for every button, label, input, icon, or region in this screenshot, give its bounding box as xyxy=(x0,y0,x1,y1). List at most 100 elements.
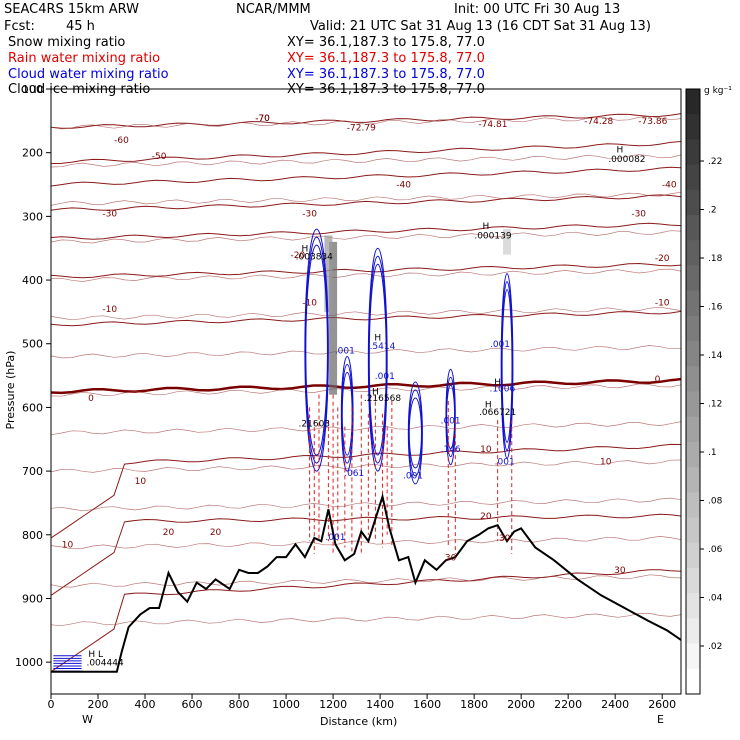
field-snow-name: Snow mixing ratio xyxy=(8,35,125,50)
isotherm-minor xyxy=(51,574,681,588)
contour-annotation: .001 xyxy=(403,472,423,482)
colorbar-tick-label: .18 xyxy=(708,254,723,264)
isotherm-minor xyxy=(51,421,681,436)
y-tick-label: 1000 xyxy=(15,656,43,669)
plot-contents: -70-72.79 -74.81 -74.28 -73.86H.000082H.000… xyxy=(51,113,681,673)
isotherm-label: 20 xyxy=(210,528,222,538)
cloud-water-contour xyxy=(446,384,456,450)
cloud-water-contour xyxy=(341,371,353,456)
isotherm-label: -40 xyxy=(662,181,677,191)
cloud-water-contour xyxy=(501,281,513,451)
x-tick-label: 400 xyxy=(135,698,156,711)
terrain-surface xyxy=(51,492,681,673)
contour-annotation: .001 xyxy=(441,416,461,426)
contour-annotation: .21603 xyxy=(299,420,331,430)
isotherm--50 xyxy=(51,166,681,187)
contour-annotation: .000082 xyxy=(608,155,645,165)
colorbar-tick-label: .1 xyxy=(708,448,717,458)
x-west-label: W xyxy=(82,713,93,726)
isotherm-label: -60 xyxy=(114,136,129,146)
isotherm-minor xyxy=(51,191,681,206)
isotherm--70 xyxy=(51,113,681,129)
isotherm-label: -50 xyxy=(152,152,167,162)
isotherm-minor xyxy=(51,459,681,473)
isotherm--20 xyxy=(51,262,681,279)
colorbar-swatch xyxy=(686,366,700,392)
cloud-water-contour xyxy=(501,289,513,443)
cloud-water-contour xyxy=(500,273,514,459)
cloud-water-contour xyxy=(340,355,354,472)
cloud-water-contour xyxy=(407,381,423,485)
colorbar-tick-label: .06 xyxy=(708,545,723,555)
contour-annotation: H xyxy=(301,244,308,254)
contour-annotation: H xyxy=(482,222,489,232)
contour-annotation: .066721 xyxy=(479,408,516,418)
isotherm-label: 10 xyxy=(135,477,147,487)
contour-annotation: H xyxy=(616,146,623,156)
x-tick-label: 2000 xyxy=(507,698,535,711)
y-tick-label: 100 xyxy=(22,83,43,96)
colorbar-frame xyxy=(685,88,701,695)
y-tick-label: 400 xyxy=(22,274,43,287)
isotherm--40 xyxy=(51,194,681,211)
isotherm-minor xyxy=(51,115,681,130)
colorbar-swatch xyxy=(686,215,700,241)
colorbar-swatch xyxy=(686,240,700,266)
forecast-hours: 45 h xyxy=(66,19,95,34)
snow-shading xyxy=(329,241,338,395)
contour-annotation: H xyxy=(485,400,492,410)
cloud-water-contour xyxy=(368,255,388,464)
x-tick-label: 1600 xyxy=(413,698,441,711)
isotherm-minor xyxy=(51,230,681,244)
y-tick-label: 700 xyxy=(22,465,43,478)
contour-annotation: H xyxy=(374,334,381,344)
field-cloud-water-name: Cloud water mixing ratio xyxy=(8,67,169,82)
contour-annotation: -73.86 xyxy=(638,117,667,127)
valid-time: Valid: 21 UTC Sat 31 Aug 13 (16 CDT Sat … xyxy=(310,19,651,34)
cloud-water-contour xyxy=(305,244,328,456)
isotherm-label: -20 xyxy=(290,251,305,261)
contour-annotation: .001 xyxy=(325,533,345,543)
cloud-water-contour xyxy=(408,389,423,477)
colorbar-tick-label: .02 xyxy=(708,642,722,652)
isotherm-label: -40 xyxy=(396,181,411,191)
y-tick-label: 600 xyxy=(22,401,43,414)
x-tick-label: 2200 xyxy=(554,698,582,711)
colorbar-tick-label: .12 xyxy=(708,400,722,410)
contour-annotation: .061 xyxy=(344,469,364,479)
isotherm-10 xyxy=(51,443,681,539)
colorbar-swatch xyxy=(686,290,700,317)
isotherm-minor xyxy=(51,536,681,550)
isotherm-label: 10 xyxy=(600,458,612,468)
cloud-water-contour xyxy=(368,263,387,456)
plot-frame xyxy=(50,88,682,695)
colorbar-tick-label: .2 xyxy=(708,206,717,216)
contour-annotation: H xyxy=(494,378,501,388)
isotherm-label: -10 xyxy=(102,305,117,315)
isotherm-label: 20 xyxy=(163,528,175,538)
field-cloud-ice-xy: XY= 36.1,187.3 to 175.8, 77.0 xyxy=(287,82,485,97)
x-tick-label: 2600 xyxy=(648,698,676,711)
init-time: Init: 00 UTC Fri 30 Aug 13 xyxy=(454,2,620,17)
isotherm-20 xyxy=(51,513,681,596)
colorbar-swatch xyxy=(686,416,700,443)
center-title: NCAR/MMM xyxy=(236,2,311,17)
contour-annotation: H L xyxy=(88,650,103,660)
cloud-water-contour xyxy=(367,247,388,472)
colorbar-swatch xyxy=(686,341,700,367)
snow-shading xyxy=(503,229,512,255)
field-rain-xy: XY= 36.1,187.3 to 175.8, 77.0 xyxy=(287,51,485,66)
x-east-label: E xyxy=(657,713,664,726)
contour-annotation: .001 xyxy=(495,458,515,468)
colorbar-swatch xyxy=(686,618,700,645)
contour-annotation: -74.81 xyxy=(478,120,507,130)
x-tick-label: 200 xyxy=(88,698,109,711)
colorbar-swatch xyxy=(686,89,700,115)
y-tick-label: 800 xyxy=(22,529,43,542)
isotherm-label: -10 xyxy=(655,299,670,309)
contour-annotation: .001 xyxy=(335,346,355,356)
contour-annotation: .004444 xyxy=(86,658,123,668)
colorbar-swatch xyxy=(686,164,700,191)
contour-annotation: .216568 xyxy=(364,394,401,404)
contour-annotation: -72.79 xyxy=(347,123,376,133)
